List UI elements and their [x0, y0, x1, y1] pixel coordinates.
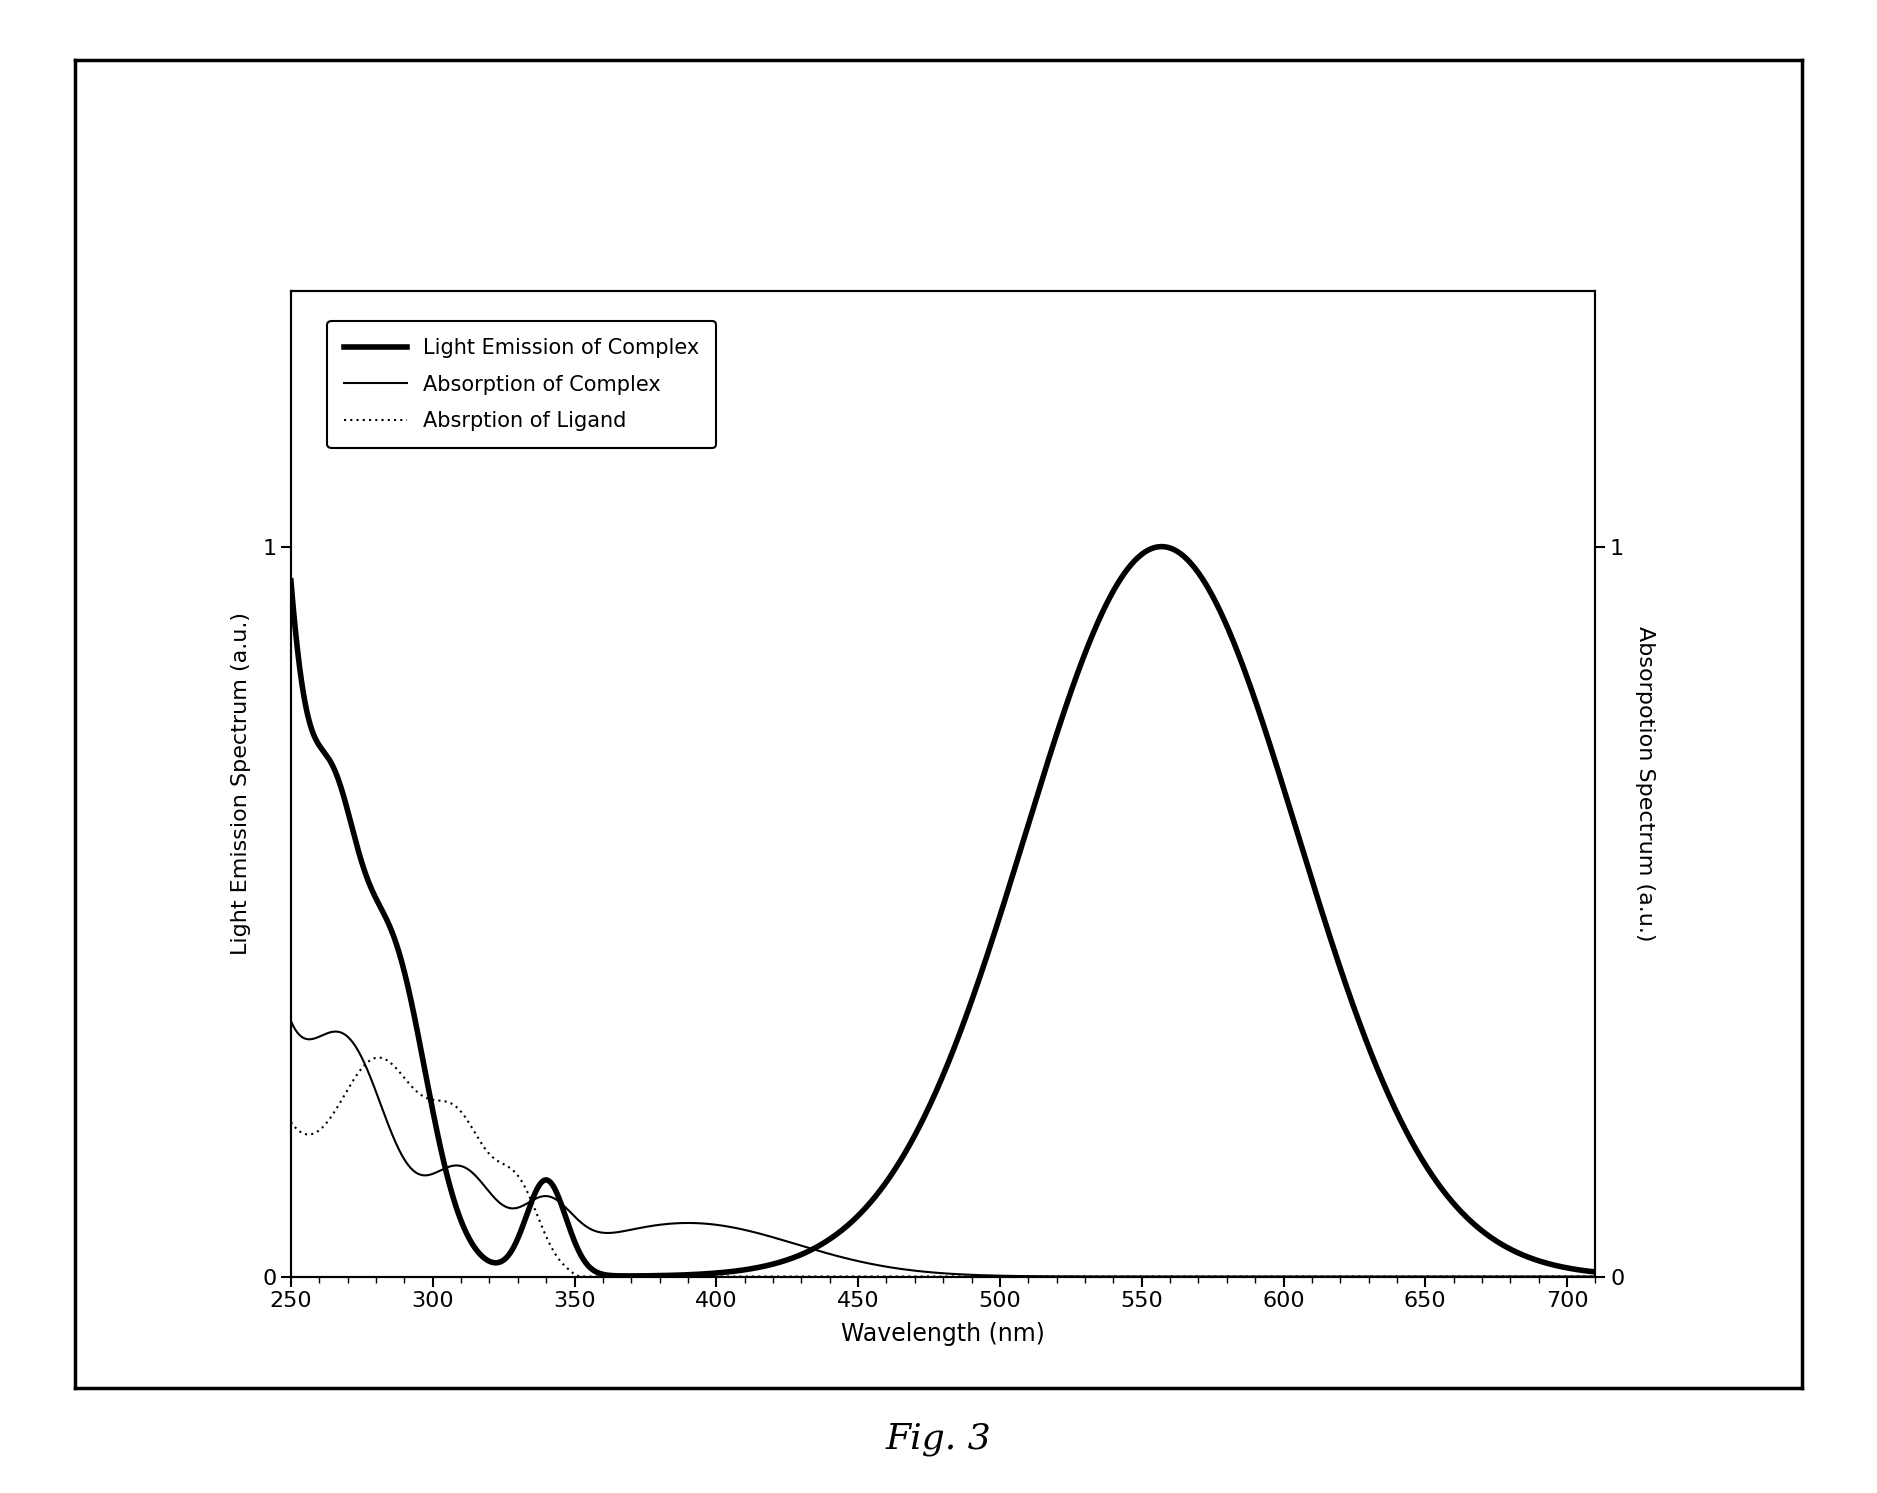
Line: Absorption of Complex: Absorption of Complex	[291, 1021, 1595, 1277]
Line: Light Emission of Complex: Light Emission of Complex	[291, 546, 1595, 1277]
Absrption of Ligand	[781, 1268, 803, 1285]
Absrption of Ligand	[1560, 1268, 1582, 1285]
Absrption of Ligand	[1584, 1268, 1607, 1285]
Light Emission of Complex	[428, 1135, 450, 1153]
Absorption of Complex	[428, 1162, 450, 1179]
Light Emission of Complex	[1151, 537, 1173, 555]
Absrption of Ligand	[428, 1091, 450, 1109]
Line: Absrption of Ligand: Absrption of Ligand	[291, 1057, 1595, 1277]
Absorption of Complex	[1584, 1268, 1607, 1285]
Light Emission of Complex	[507, 1232, 529, 1250]
Absorption of Complex	[507, 1199, 529, 1217]
Light Emission of Complex	[781, 1250, 803, 1268]
Absorption of Complex	[280, 1012, 302, 1030]
Absrption of Ligand	[280, 1114, 302, 1132]
Absrption of Ligand	[837, 1268, 860, 1285]
X-axis label: Wavelength (nm): Wavelength (nm)	[841, 1323, 1045, 1347]
Legend: Light Emission of Complex, Absorption of Complex, Absrption of Ligand: Light Emission of Complex, Absorption of…	[327, 321, 717, 448]
Light Emission of Complex	[1560, 1260, 1582, 1278]
Absrption of Ligand	[1419, 1268, 1442, 1285]
Y-axis label: Light Emission Spectrum (a.u.): Light Emission Spectrum (a.u.)	[231, 612, 252, 956]
Light Emission of Complex	[837, 1215, 860, 1233]
Light Emission of Complex	[280, 572, 302, 590]
Light Emission of Complex	[1419, 1163, 1442, 1181]
Light Emission of Complex	[618, 1268, 640, 1285]
Light Emission of Complex	[1584, 1263, 1607, 1281]
Text: Fig. 3: Fig. 3	[886, 1421, 991, 1456]
Absorption of Complex	[1558, 1268, 1580, 1285]
Y-axis label: Absorpotion Spectrum (a.u.): Absorpotion Spectrum (a.u.)	[1635, 626, 1656, 942]
Absorption of Complex	[1417, 1268, 1440, 1285]
Absrption of Ligand	[507, 1166, 529, 1184]
Absorption of Complex	[781, 1233, 803, 1251]
Absrption of Ligand	[368, 1048, 390, 1066]
Absorption of Complex	[837, 1250, 860, 1268]
